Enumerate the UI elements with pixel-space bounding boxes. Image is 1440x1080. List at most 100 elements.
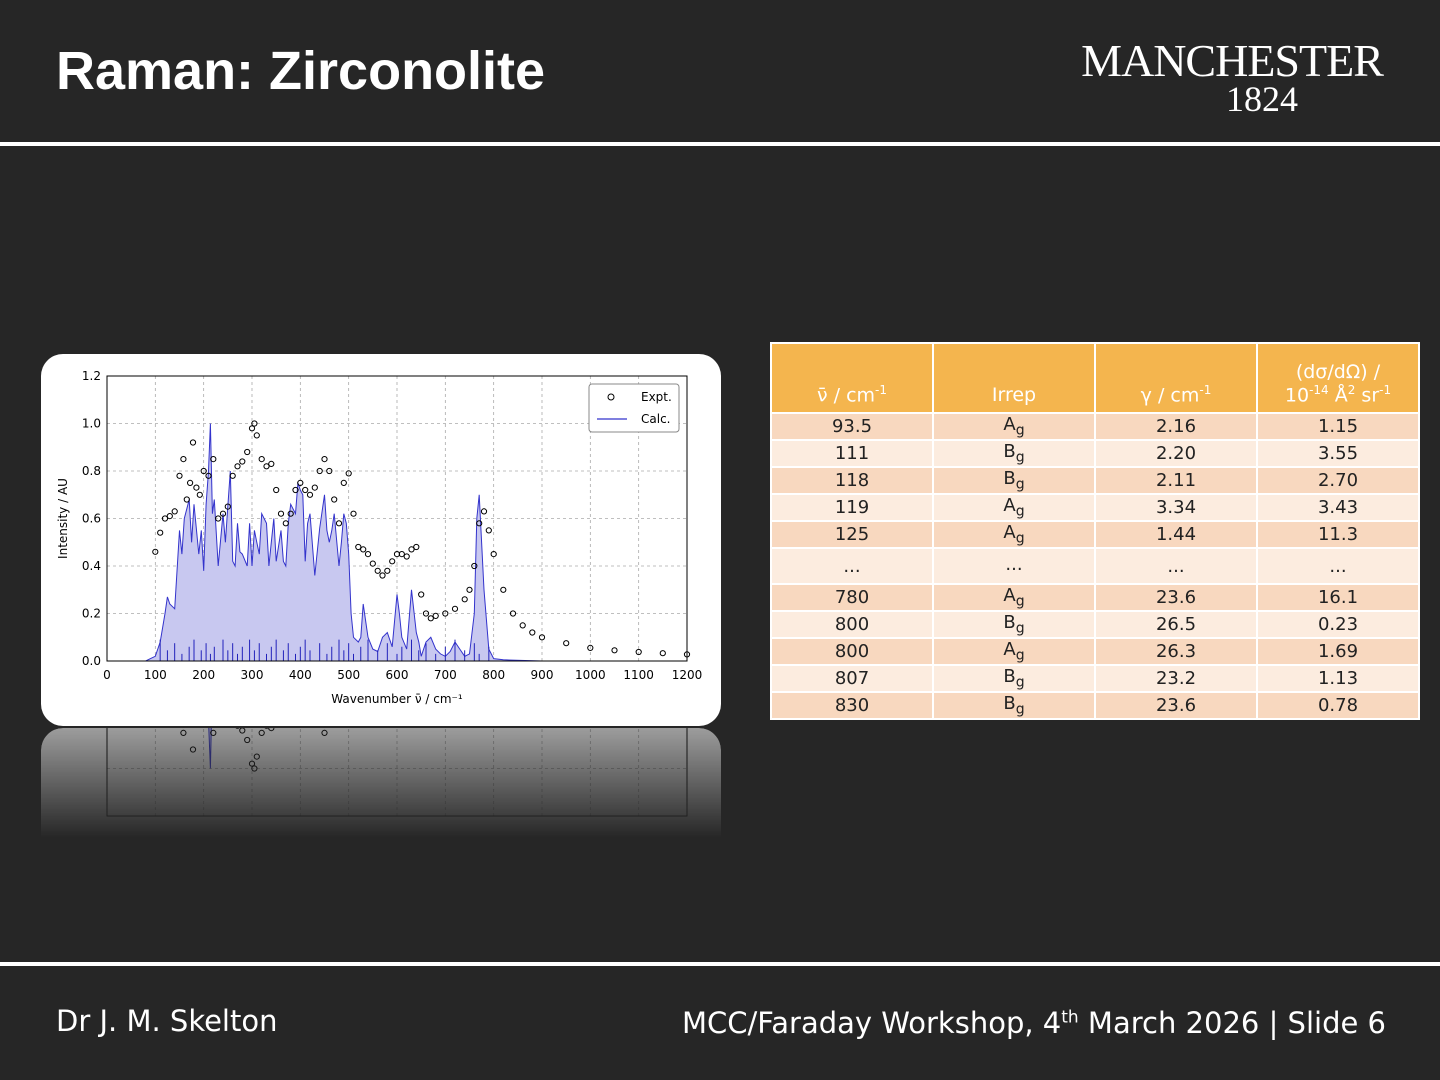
cell-irrep: Bg xyxy=(932,691,1096,720)
expt-point xyxy=(427,615,434,622)
legend-expt-label: Expt. xyxy=(641,390,672,404)
expt-point xyxy=(152,548,159,555)
expt-point xyxy=(219,510,227,517)
x-tick-label: 0 xyxy=(103,668,111,682)
author: Dr J. M. Skelton xyxy=(56,1004,278,1038)
expt-point xyxy=(224,503,231,510)
cell-irrep: Ag xyxy=(932,637,1096,666)
cell-cross-section: 3.55 xyxy=(1256,439,1420,468)
cell-frequency: 800 xyxy=(770,610,934,639)
mode-table: ν̄ / cm-1 Irrep γ / cm-1 (dσ/dΩ) / 10-14… xyxy=(770,342,1420,720)
expt-point xyxy=(326,467,333,475)
expt-point xyxy=(210,456,217,463)
header-rule xyxy=(0,142,1440,146)
cell-irrep: Bg xyxy=(932,466,1096,495)
expt-point xyxy=(200,467,207,475)
expt-point xyxy=(379,572,386,579)
expt-point xyxy=(268,460,275,468)
expt-point xyxy=(384,567,391,574)
expt-point xyxy=(335,520,343,527)
expt-point xyxy=(538,634,546,641)
cell-gamma: ... xyxy=(1094,547,1258,585)
expt-point xyxy=(480,508,488,515)
calc-line xyxy=(107,423,687,662)
cell-frequency: ... xyxy=(770,547,934,585)
x-tick-label: 400 xyxy=(289,668,312,682)
x-tick-label: 1100 xyxy=(623,668,654,682)
cell-gamma: 2.11 xyxy=(1094,466,1258,495)
x-axis-label: Wavenumber ν̄ / cm⁻¹ xyxy=(331,692,463,706)
expt-point xyxy=(466,586,473,593)
cell-frequency: 119 xyxy=(770,493,934,522)
expt-point xyxy=(297,479,304,486)
cell-cross-section: 1.15 xyxy=(1256,412,1420,441)
expt-point xyxy=(331,496,338,503)
expt-point xyxy=(258,729,265,736)
expt-point xyxy=(389,558,396,565)
expt-point xyxy=(215,515,222,522)
logo-line2: 1824 xyxy=(1226,79,1298,119)
expt-point xyxy=(234,463,241,470)
expt-point xyxy=(418,591,425,598)
expt-point xyxy=(253,432,260,439)
expt-point xyxy=(229,472,236,479)
expt-point xyxy=(369,560,376,567)
table-row: 93.5 Ag 2.16 1.15 xyxy=(770,412,1420,441)
expt-point xyxy=(253,753,260,760)
expt-point xyxy=(374,567,381,574)
expt-point xyxy=(187,479,194,486)
expt-point xyxy=(239,728,246,734)
cell-cross-section: 1.13 xyxy=(1256,664,1420,693)
legend-calc-label: Calc. xyxy=(641,412,670,426)
cell-irrep: Ag xyxy=(932,493,1096,522)
x-tick-label: 1200 xyxy=(672,668,703,682)
expt-point xyxy=(321,456,328,463)
cell-irrep: Bg xyxy=(932,610,1096,639)
cell-cross-section: 16.1 xyxy=(1256,583,1420,612)
cell-frequency: 118 xyxy=(770,466,934,495)
x-tick-label: 200 xyxy=(192,668,215,682)
y-tick-label: 0.8 xyxy=(82,464,101,478)
cell-cross-section: 1.69 xyxy=(1256,637,1420,666)
cell-gamma: 23.6 xyxy=(1094,583,1258,612)
cell-cross-section: 3.43 xyxy=(1256,493,1420,522)
cell-frequency: 111 xyxy=(770,439,934,468)
event-info: MCC/Faraday Workshop, 4th March 2026 | S… xyxy=(681,1006,1386,1040)
expt-point xyxy=(273,486,280,494)
expt-point xyxy=(189,746,197,753)
footer-rule xyxy=(0,962,1440,966)
expt-point xyxy=(659,650,666,657)
x-tick-label: 800 xyxy=(482,668,505,682)
cell-cross-section: 2.70 xyxy=(1256,466,1420,495)
expt-point xyxy=(302,486,309,494)
expt-point xyxy=(248,425,256,432)
table-row: 780 Ag 23.6 16.1 xyxy=(770,583,1420,612)
expt-point xyxy=(244,736,251,744)
expt-point xyxy=(360,546,367,553)
expt-point xyxy=(611,647,618,654)
expt-point xyxy=(442,610,449,617)
expt-point xyxy=(413,543,420,551)
y-tick-label: 0.0 xyxy=(82,654,101,668)
expt-point xyxy=(166,513,173,520)
expt-point xyxy=(292,486,299,494)
table-row: 807 Bg 23.2 1.13 xyxy=(770,664,1420,693)
cell-frequency: 830 xyxy=(770,691,934,720)
expt-point xyxy=(205,472,212,479)
expt-point xyxy=(263,463,270,470)
x-tick-label: 700 xyxy=(434,668,457,682)
expt-point xyxy=(180,729,187,736)
legend-expt-marker xyxy=(607,393,615,401)
expt-point xyxy=(196,491,203,498)
expt-point xyxy=(248,760,256,767)
table-row: 125 Ag 1.44 11.3 xyxy=(770,520,1420,549)
expt-point xyxy=(500,586,507,593)
cell-frequency: 780 xyxy=(770,583,934,612)
chart-panel: 0 100 200 300 400 500 600 700 800 900 1000 1100 1200… xyxy=(41,354,721,726)
cell-gamma: 1.44 xyxy=(1094,520,1258,549)
cell-irrep: Ag xyxy=(932,583,1096,612)
cell-irrep: ... xyxy=(932,547,1096,585)
table-row: 111 Bg 2.20 3.55 xyxy=(770,439,1420,468)
expt-point xyxy=(350,510,357,517)
